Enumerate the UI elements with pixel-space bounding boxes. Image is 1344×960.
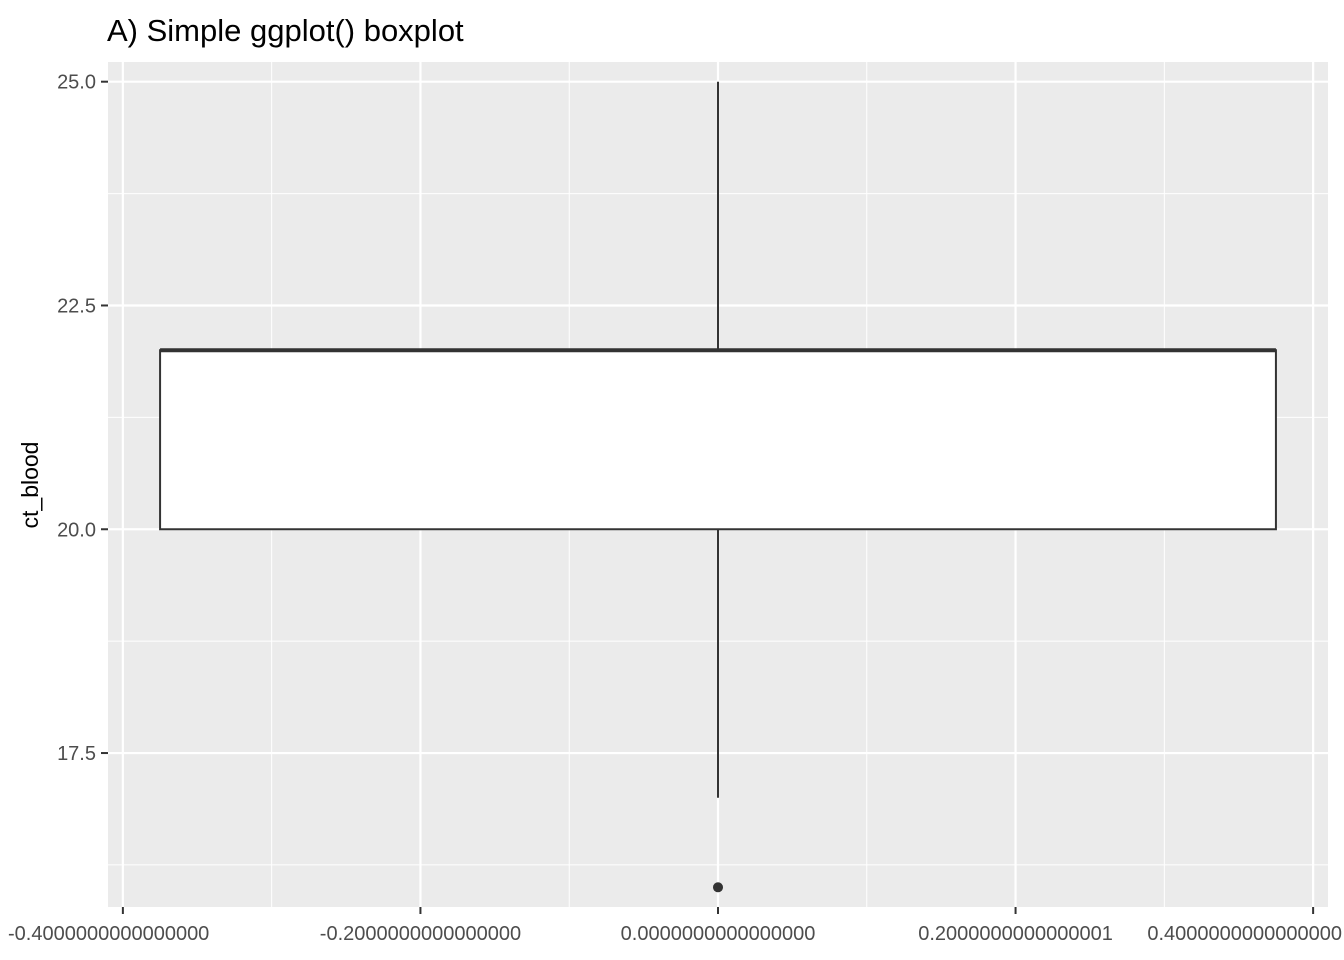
box-iqr xyxy=(159,349,1277,531)
x-tick-label: 0.2000000000000001 xyxy=(918,923,1113,945)
x-tick-label: -0.4000000000000000 xyxy=(8,923,209,945)
y-tick-label: 20.0 xyxy=(57,519,96,541)
chart-title: A) Simple ggplot() boxplot xyxy=(107,13,464,48)
boxplot xyxy=(159,81,1277,893)
x-tick-label: 0.0000000000000000 xyxy=(621,923,816,945)
y-tick-label: 17.5 xyxy=(57,743,96,765)
x-tick-label: 0.4000000000000000 xyxy=(1147,923,1342,945)
outlier-point xyxy=(713,882,723,893)
y-tick-label: 25.0 xyxy=(57,72,96,94)
x-tick-label: -0.2000000000000000 xyxy=(320,923,521,945)
y-tick-label: 22.5 xyxy=(57,295,96,317)
y-axis-label: ct_blood xyxy=(17,442,43,529)
x-axis: -0.4000000000000000 -0.2000000000000000 0.… xyxy=(8,907,1342,945)
y-axis: 17.5 20.0 22.5 25.0 xyxy=(57,72,108,765)
